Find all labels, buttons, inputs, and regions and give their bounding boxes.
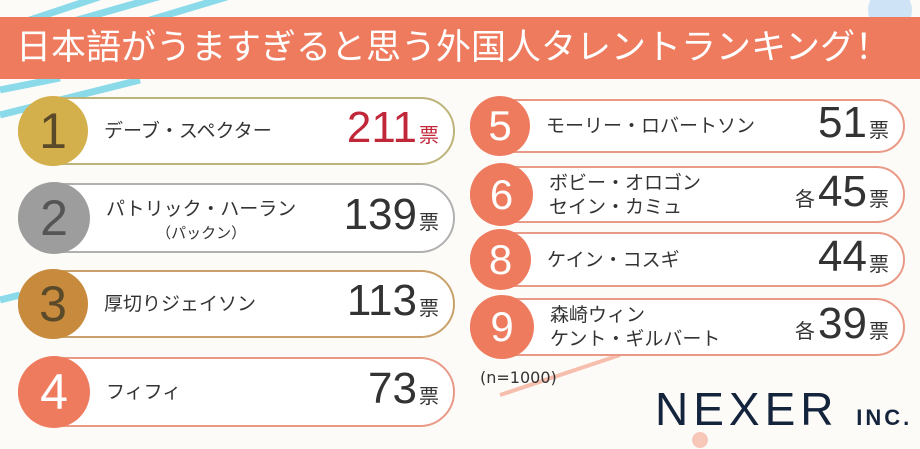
ranking-row-6: 6 ボビー・オロゴン セイン・カミュ 各 45 票 <box>470 163 905 226</box>
name-line: 厚切りジェイソン <box>104 293 257 315</box>
talent-name: パトリック・ハーラン （パックン） <box>106 197 296 245</box>
name-line: セイン・カミュ <box>549 195 683 218</box>
vote-unit: 票 <box>869 120 889 142</box>
vote-unit: 票 <box>419 212 439 234</box>
vote-count: 各 39 票 <box>795 299 889 349</box>
talent-name: フィフィ <box>106 380 181 404</box>
rank-badge: 1 <box>18 96 88 166</box>
vote-count: 139 票 <box>344 190 439 240</box>
rank-badge: 4 <box>18 356 90 428</box>
vote-unit: 票 <box>419 386 439 408</box>
name-line: モーリー・ロバートソン <box>546 115 756 137</box>
logo-suffix: INC. <box>856 405 913 430</box>
page-title: 日本語がうますぎると思う外国人タレントランキング！ <box>0 17 920 79</box>
vote-unit: 票 <box>419 298 439 320</box>
talent-name: モーリー・ロバートソン <box>546 114 755 138</box>
nexer-logo: NEXER INC. <box>655 382 912 436</box>
vote-number: 73 <box>368 364 417 413</box>
logo-main: NEXER <box>655 383 839 435</box>
vote-unit: 票 <box>419 125 439 147</box>
ranking-row-3: 3 厚切りジェイソン 113 票 <box>18 269 455 339</box>
vote-count: 211 票 <box>347 103 439 153</box>
vote-count: 44 票 <box>818 232 889 282</box>
each-label: 各 <box>795 321 816 343</box>
each-label: 各 <box>795 188 816 211</box>
name-line: パトリック・ハーラン <box>106 198 297 220</box>
name-line: フィフィ <box>106 381 182 403</box>
talent-name: 森崎ウィン ケント・ギルバート <box>550 303 720 351</box>
name-line: 森崎ウィン <box>550 304 646 326</box>
rank-badge: 9 <box>470 295 534 359</box>
ranking-row-5: 5 モーリー・ロバートソン 51 票 <box>470 96 905 156</box>
rank-badge: 8 <box>470 229 531 290</box>
vote-count: 73 票 <box>368 364 439 414</box>
ranking-row-2: 2 パトリック・ハーラン （パックン） 139 票 <box>18 182 455 254</box>
vote-number: 211 <box>346 103 417 152</box>
name-line: ケイン・コスギ <box>547 248 680 271</box>
vote-unit: 票 <box>869 321 889 343</box>
vote-number: 44 <box>818 231 867 281</box>
sample-size-note: (n=1000) <box>480 368 557 387</box>
name-line: デーブ・スペクター <box>104 120 272 142</box>
rank-badge: 3 <box>18 269 88 339</box>
talent-name: 厚切りジェイソン <box>104 292 256 316</box>
vote-unit: 票 <box>869 253 889 276</box>
vote-count: 51 票 <box>818 98 889 148</box>
vote-number: 51 <box>818 98 867 147</box>
vote-count: 113 票 <box>347 276 439 326</box>
talent-name: デーブ・スペクター <box>104 119 272 143</box>
talent-name: ボビー・オロゴン セイン・カミュ <box>549 171 701 219</box>
ranking-row-8: 8 ケイン・コスギ 44 票 <box>470 229 905 290</box>
ranking-row-1: 1 デーブ・スペクター 211 票 <box>18 96 455 166</box>
rank-badge: 5 <box>470 96 530 156</box>
rank-badge: 6 <box>470 163 533 226</box>
name-line: ケント・ギルバート <box>550 328 721 350</box>
vote-unit: 票 <box>869 188 889 211</box>
vote-number: 45 <box>818 166 867 216</box>
talent-name: ケイン・コスギ <box>547 248 680 272</box>
rank-badge: 2 <box>18 182 90 254</box>
nickname: （パックン） <box>156 224 247 242</box>
vote-number: 139 <box>343 190 417 239</box>
vote-count: 各 45 票 <box>795 167 889 217</box>
ranking-row-4: 4 フィフィ 73 票 <box>18 356 455 428</box>
vote-number: 113 <box>346 276 417 325</box>
name-line: ボビー・オロゴン <box>549 171 702 194</box>
ranking-row-9: 9 森崎ウィン ケント・ギルバート 各 39 票 <box>470 295 905 359</box>
vote-number: 39 <box>818 299 867 348</box>
